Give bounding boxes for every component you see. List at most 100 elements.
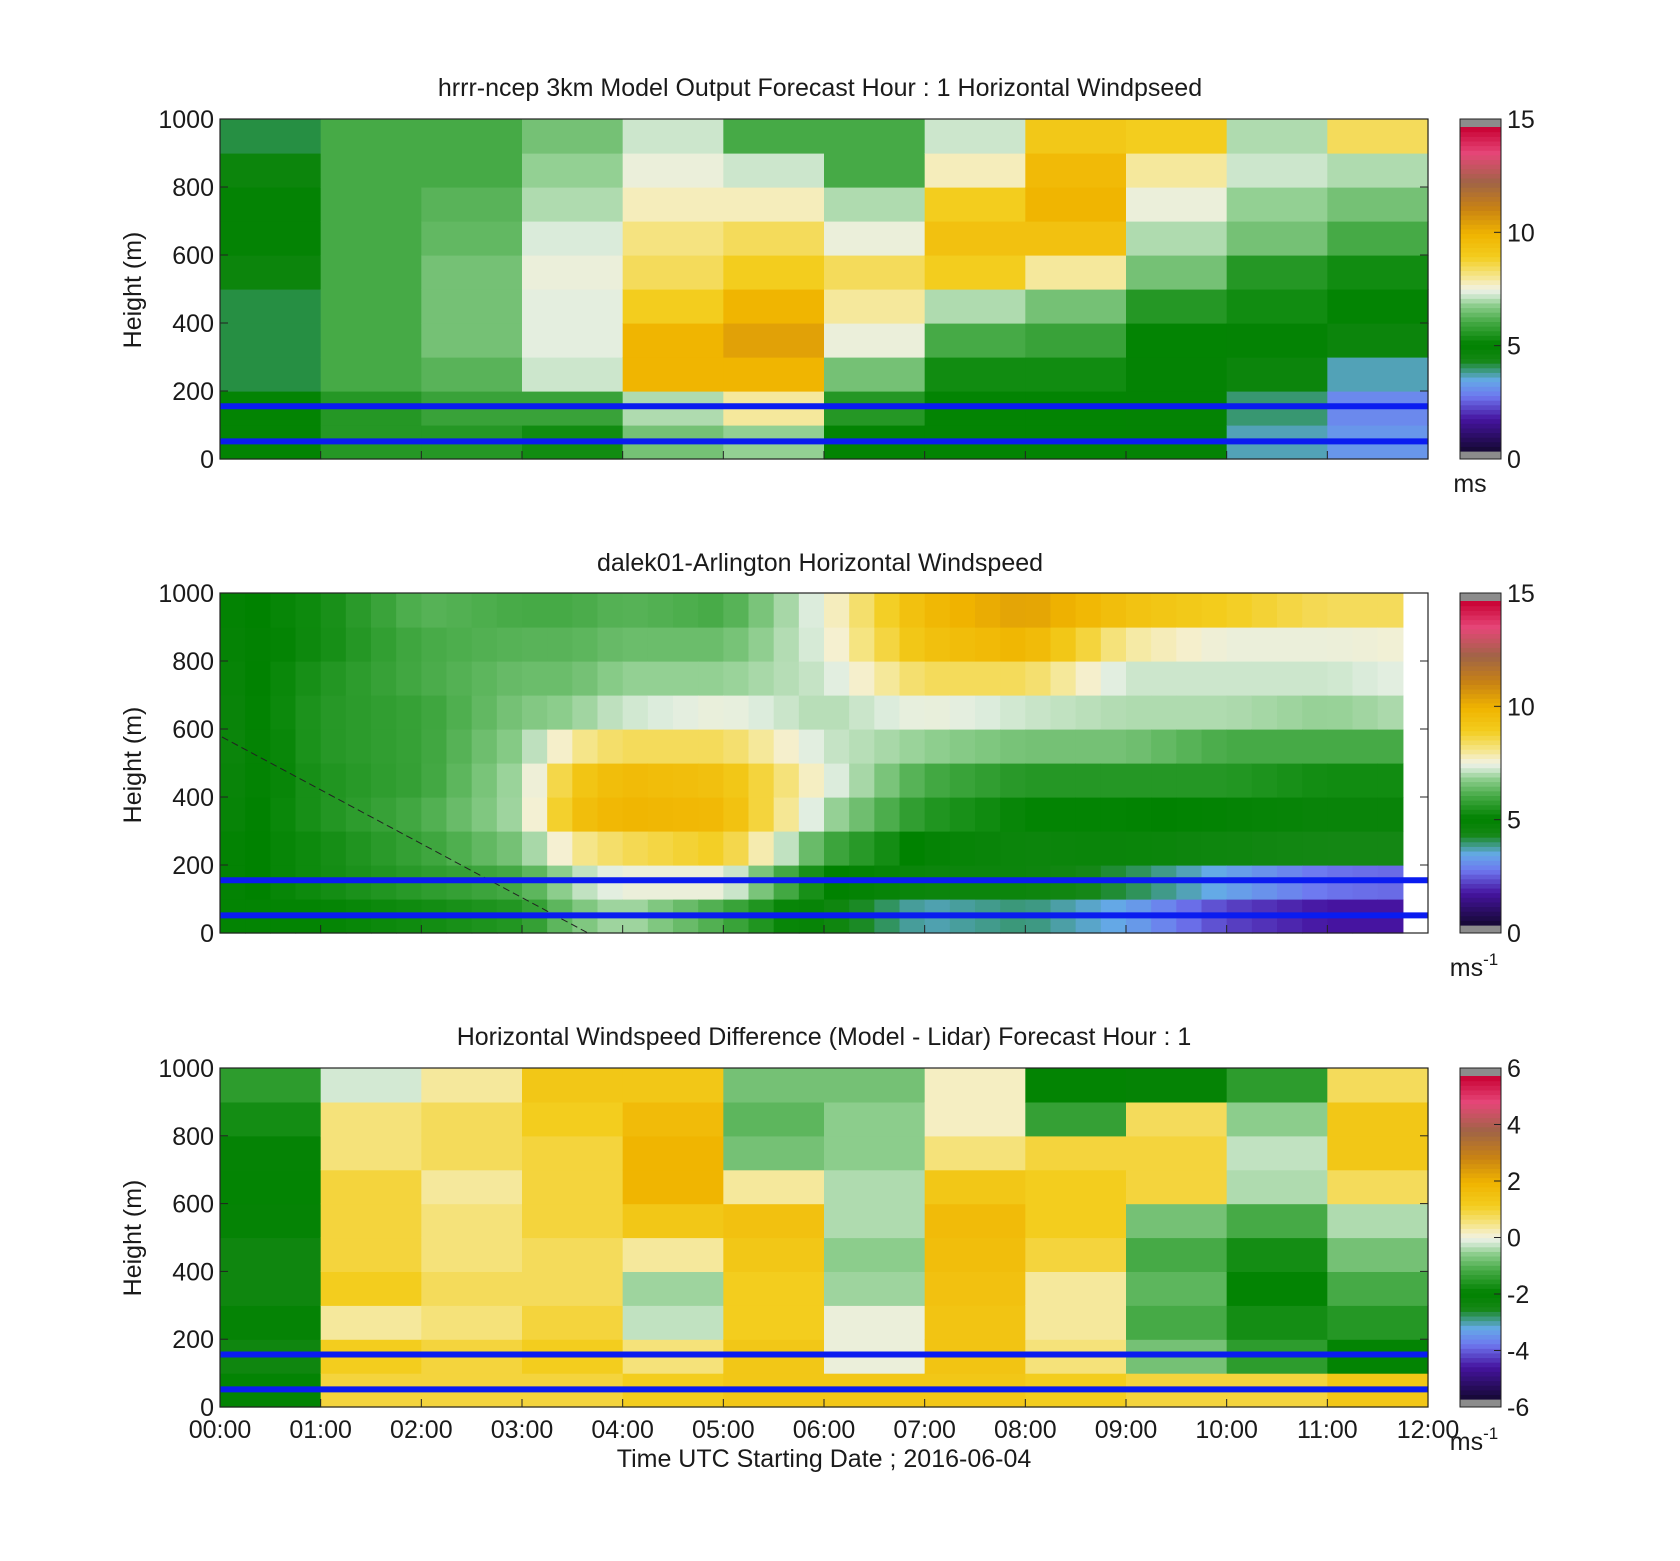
colorbar-segment bbox=[1460, 707, 1501, 713]
heatmap-cell bbox=[421, 1203, 523, 1239]
heatmap-cell bbox=[446, 593, 473, 628]
heatmap-cell bbox=[522, 1237, 624, 1272]
heatmap-cell bbox=[1277, 763, 1303, 798]
ytick-label: 600 bbox=[172, 716, 214, 744]
colorbar-segment bbox=[1460, 1366, 1501, 1372]
colorbar-segment bbox=[1460, 177, 1501, 184]
heatmap-cell bbox=[723, 1135, 825, 1171]
heatmap-cell bbox=[1377, 729, 1404, 764]
colorbar-tick-label: -4 bbox=[1507, 1338, 1529, 1366]
heatmap-cell bbox=[421, 1135, 523, 1171]
heatmap-cell bbox=[1277, 627, 1303, 662]
heatmap-cell bbox=[522, 119, 624, 154]
heatmap-cell bbox=[446, 661, 473, 696]
heatmap-cell bbox=[522, 1135, 624, 1171]
heatmap-cell bbox=[1327, 153, 1429, 188]
heatmap-cell bbox=[849, 695, 875, 730]
colorbar-segment bbox=[1460, 855, 1501, 861]
heatmap-cell bbox=[1277, 593, 1303, 628]
colorbar-cap bbox=[1460, 1068, 1501, 1076]
heatmap-cell bbox=[1025, 1271, 1127, 1306]
panel-difference-xlabel: Time UTC Starting Date ; 2016-06-04 bbox=[617, 1445, 1032, 1473]
colorbar-segment bbox=[1460, 205, 1501, 211]
colorbar-segment bbox=[1460, 892, 1501, 898]
heatmap-cell bbox=[1000, 831, 1026, 866]
colorbar-segment bbox=[1460, 605, 1501, 611]
colorbar-segment bbox=[1460, 446, 1501, 452]
colorbar-segment bbox=[1460, 1089, 1501, 1096]
heatmap-cell bbox=[1176, 627, 1203, 662]
heatmap-cell bbox=[824, 763, 850, 798]
heatmap-cell bbox=[496, 695, 523, 730]
heatmap-cell bbox=[798, 763, 825, 798]
heatmap-cell bbox=[1377, 661, 1404, 696]
heatmap-cell bbox=[522, 593, 548, 628]
colorbar-segment bbox=[1460, 400, 1501, 406]
heatmap-cell bbox=[421, 661, 448, 696]
heatmap-cell bbox=[1126, 153, 1228, 188]
heatmap-cell bbox=[647, 729, 674, 764]
heatmap-cell bbox=[1377, 797, 1404, 832]
heatmap-cell bbox=[748, 695, 775, 730]
colorbar-segment bbox=[1460, 656, 1501, 662]
heatmap-cell bbox=[522, 357, 624, 392]
colorbar-segment bbox=[1460, 1195, 1501, 1202]
heatmap-cell bbox=[1251, 797, 1278, 832]
heatmap-cell bbox=[975, 661, 1001, 696]
colorbar-segment bbox=[1460, 228, 1501, 235]
heatmap-cell bbox=[270, 763, 297, 798]
heatmap-cell bbox=[773, 763, 800, 798]
heatmap-cell bbox=[396, 593, 422, 628]
heatmap-cell bbox=[622, 153, 724, 188]
colorbar-segment bbox=[1460, 145, 1501, 151]
heatmap-cell bbox=[899, 593, 926, 628]
colorbar-segment bbox=[1460, 906, 1501, 912]
colorbar-tick-label: -2 bbox=[1507, 1281, 1529, 1309]
heatmap-cell bbox=[723, 1101, 825, 1137]
heatmap-cell bbox=[723, 221, 825, 256]
heatmap-cell bbox=[1327, 729, 1354, 764]
colorbar-segment bbox=[1460, 670, 1501, 676]
ytick-label: 200 bbox=[172, 852, 214, 880]
panel-difference-colorbar: -6 -4 -2 0 2 4 6 bbox=[1459, 1055, 1529, 1422]
heatmap-cell bbox=[320, 357, 422, 392]
colorbar-segment bbox=[1460, 1099, 1501, 1105]
heatmap-cell bbox=[446, 763, 473, 798]
colorbar-segment bbox=[1460, 638, 1501, 644]
heatmap-cell bbox=[1277, 831, 1303, 866]
colorbar-segment bbox=[1460, 809, 1501, 815]
colorbar-segment bbox=[1460, 140, 1501, 147]
colorbar-tick-label: 2 bbox=[1507, 1168, 1521, 1196]
heatmap-cell bbox=[1377, 593, 1404, 628]
heatmap-cell bbox=[824, 695, 850, 730]
heatmap-cell bbox=[1226, 357, 1328, 392]
heatmap-cell bbox=[1327, 797, 1354, 832]
heatmap-cell bbox=[874, 627, 901, 662]
colorbar-cap bbox=[1460, 1399, 1501, 1407]
colorbar-segment bbox=[1460, 804, 1501, 810]
heatmap-cell bbox=[320, 323, 422, 358]
heatmap-cell bbox=[622, 1068, 724, 1103]
colorbar-segment bbox=[1460, 390, 1501, 397]
colorbar-segment bbox=[1460, 619, 1501, 625]
panel-lidar: dalek01-Arlington Horizontal Windspeed H… bbox=[119, 549, 1535, 982]
colorbar-cap bbox=[1460, 451, 1501, 459]
heatmap-cell bbox=[698, 797, 724, 832]
xtick-label: 06:00 bbox=[793, 1416, 856, 1444]
colorbar-segment bbox=[1460, 763, 1501, 769]
colorbar-segment bbox=[1460, 920, 1501, 926]
heatmap-cell bbox=[1327, 763, 1354, 798]
heatmap-cell bbox=[1327, 1203, 1429, 1239]
heatmap-cell bbox=[1100, 695, 1127, 730]
heatmap-cell bbox=[446, 695, 473, 730]
panel-lidar-ylabel: Height (m) bbox=[119, 707, 147, 824]
heatmap-cell bbox=[824, 1068, 926, 1103]
heatmap-cell bbox=[1050, 661, 1077, 696]
heatmap-cell bbox=[849, 627, 875, 662]
colorbar-segment bbox=[1460, 330, 1501, 336]
colorbar-segment bbox=[1460, 1394, 1501, 1400]
heatmap-cell bbox=[622, 1101, 724, 1137]
heatmap-cell bbox=[1100, 763, 1127, 798]
heatmap-cell bbox=[295, 627, 322, 662]
colorbar-frame bbox=[1459, 118, 1502, 460]
